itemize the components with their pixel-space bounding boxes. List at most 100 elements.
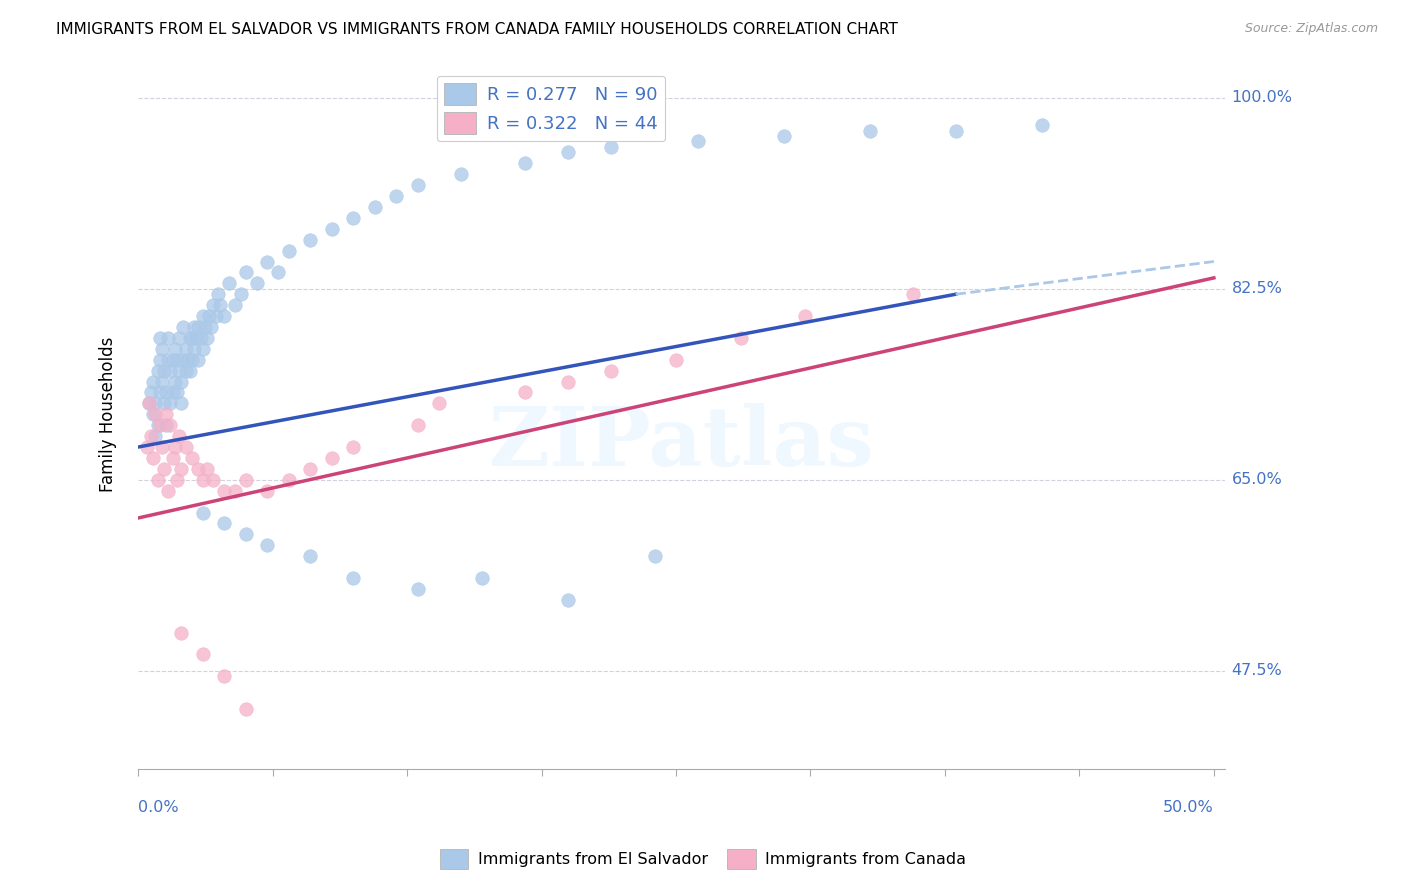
Y-axis label: Family Households: Family Households xyxy=(100,336,117,492)
Point xyxy=(256,254,278,268)
Point xyxy=(145,396,167,410)
Point xyxy=(235,265,257,279)
Point xyxy=(772,128,794,143)
Point xyxy=(212,309,235,323)
Point xyxy=(187,352,209,367)
Point xyxy=(155,407,177,421)
Point xyxy=(138,396,160,410)
Point xyxy=(235,527,257,541)
Point xyxy=(155,418,177,433)
Point xyxy=(163,440,186,454)
Point xyxy=(138,396,160,410)
Point xyxy=(187,320,209,334)
Point xyxy=(183,342,205,356)
Point xyxy=(235,702,257,716)
Point xyxy=(150,440,173,454)
Point xyxy=(174,440,197,454)
Point xyxy=(172,352,194,367)
Point xyxy=(186,331,208,345)
Point xyxy=(321,450,343,465)
Point xyxy=(207,287,229,301)
Point xyxy=(794,309,817,323)
Point xyxy=(146,473,169,487)
Point xyxy=(198,309,221,323)
Point xyxy=(179,331,201,345)
Point xyxy=(191,648,214,662)
Point xyxy=(600,140,623,154)
Point xyxy=(166,352,188,367)
Point xyxy=(945,123,967,137)
Point xyxy=(515,385,537,400)
Point xyxy=(644,549,666,564)
Text: 100.0%: 100.0% xyxy=(1232,90,1292,105)
Point xyxy=(224,483,246,498)
Text: 82.5%: 82.5% xyxy=(1232,281,1282,296)
Point xyxy=(187,462,209,476)
Point xyxy=(142,375,165,389)
Point xyxy=(183,320,205,334)
Point xyxy=(406,582,429,596)
Text: Source: ZipAtlas.com: Source: ZipAtlas.com xyxy=(1244,22,1378,36)
Point xyxy=(181,352,204,367)
Point xyxy=(170,396,193,410)
Point xyxy=(146,418,169,433)
Point xyxy=(167,364,190,378)
Point xyxy=(859,123,882,137)
Point xyxy=(557,145,579,160)
Point xyxy=(174,342,197,356)
Text: 50.0%: 50.0% xyxy=(1163,799,1213,814)
Point xyxy=(202,473,225,487)
Point xyxy=(166,473,188,487)
Point xyxy=(170,625,193,640)
Point xyxy=(245,277,267,291)
Point xyxy=(277,244,299,258)
Point xyxy=(149,352,172,367)
Point xyxy=(224,298,246,312)
Point xyxy=(157,352,180,367)
Point xyxy=(385,189,408,203)
Point xyxy=(163,342,186,356)
Point xyxy=(167,429,190,443)
Point xyxy=(191,473,214,487)
Point xyxy=(150,342,173,356)
Point xyxy=(176,352,198,367)
Point xyxy=(149,331,172,345)
Point xyxy=(901,287,924,301)
Point xyxy=(194,320,217,334)
Point xyxy=(149,385,172,400)
Point xyxy=(429,396,451,410)
Point xyxy=(172,320,194,334)
Point xyxy=(157,483,180,498)
Point xyxy=(299,549,322,564)
Point xyxy=(321,221,343,235)
Point xyxy=(218,277,240,291)
Point xyxy=(212,669,235,683)
Point xyxy=(406,178,429,193)
Point xyxy=(153,462,176,476)
Point xyxy=(471,571,494,585)
Point xyxy=(277,473,299,487)
Point xyxy=(342,440,364,454)
Point xyxy=(600,364,623,378)
Point xyxy=(235,473,257,487)
Point xyxy=(135,440,157,454)
Point xyxy=(145,407,167,421)
Point xyxy=(153,364,176,378)
Point xyxy=(1031,118,1053,132)
Point xyxy=(212,483,235,498)
Point xyxy=(145,429,167,443)
Point xyxy=(686,135,709,149)
Point xyxy=(200,320,222,334)
Point xyxy=(406,418,429,433)
Point xyxy=(159,364,181,378)
Point xyxy=(299,233,322,247)
Point xyxy=(146,364,169,378)
Point xyxy=(256,538,278,552)
Point xyxy=(450,167,472,181)
Point xyxy=(202,298,225,312)
Text: IMMIGRANTS FROM EL SALVADOR VS IMMIGRANTS FROM CANADA FAMILY HOUSEHOLDS CORRELAT: IMMIGRANTS FROM EL SALVADOR VS IMMIGRANT… xyxy=(56,22,898,37)
Point xyxy=(208,298,231,312)
Point xyxy=(665,352,688,367)
Point xyxy=(179,364,201,378)
Legend: R = 0.277   N = 90, R = 0.322   N = 44: R = 0.277 N = 90, R = 0.322 N = 44 xyxy=(437,76,665,142)
